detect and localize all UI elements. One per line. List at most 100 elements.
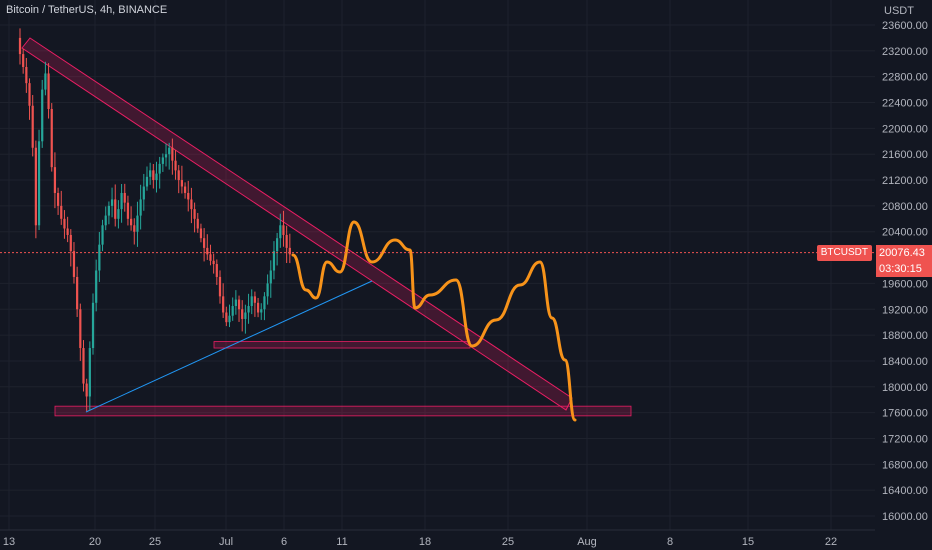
support-zone: [54, 405, 632, 417]
candle-body: [250, 296, 253, 307]
price-tick-label: 16800.00: [882, 459, 928, 471]
candle-body: [253, 296, 257, 303]
support-zone: [213, 341, 471, 349]
candle-body: [107, 205, 110, 216]
candle-body: [76, 276, 79, 310]
candle-body: [199, 228, 203, 239]
time-tick-label: 13: [3, 536, 15, 548]
candle-body: [139, 199, 142, 216]
time-tick-label: 6: [281, 536, 287, 548]
candle-body: [47, 73, 50, 109]
candle-body: [260, 309, 263, 313]
candle-body: [142, 186, 145, 200]
price-tick-label: 23200.00: [882, 46, 928, 58]
candle-body: [187, 192, 190, 200]
candle-body: [82, 348, 85, 384]
price-tick-label: 21600.00: [882, 149, 928, 161]
candle-body: [41, 89, 44, 142]
candle-body: [104, 215, 107, 226]
price-tick-label: 22000.00: [882, 123, 928, 135]
candle-body: [241, 309, 244, 319]
candle-body: [161, 157, 164, 164]
grid-lines: [0, 0, 875, 530]
price-tick-label: 19200.00: [882, 304, 928, 316]
symbol-tag: BTCUSDT: [816, 244, 872, 261]
candle-body: [231, 306, 234, 316]
price-tick-label: 23600.00: [882, 20, 928, 32]
candle-body: [218, 276, 222, 297]
candle-body: [110, 199, 114, 206]
time-tick-label: 8: [667, 536, 673, 548]
candle-body: [225, 312, 228, 323]
candle-body: [285, 234, 288, 248]
time-axis[interactable]: 13 20 25 Jul 6 11 18 25 Aug 8 15 22: [0, 529, 875, 548]
candle-body: [155, 173, 158, 181]
candle-body: [174, 160, 177, 171]
price-tick-label: 19600.00: [882, 278, 928, 290]
candle-body: [25, 66, 28, 84]
chart-title: Bitcoin / TetherUS, 4h, BINANCE: [6, 4, 168, 16]
candle-body: [288, 247, 291, 255]
candle-body: [60, 205, 63, 219]
candle-body: [101, 225, 104, 245]
candle-body: [129, 218, 133, 226]
price-tick-label: 21200.00: [882, 175, 928, 187]
time-tick-label: 11: [336, 536, 347, 548]
candle-body: [247, 306, 250, 313]
candle-body: [272, 251, 276, 271]
candle-body: [222, 296, 225, 313]
price-tick-label: 18800.00: [882, 330, 928, 342]
ascending-trendline: [85, 280, 373, 413]
candle-body: [53, 167, 57, 193]
candle-body: [196, 218, 199, 229]
candle-body: [158, 163, 161, 174]
candle-body: [91, 302, 95, 349]
price-axis[interactable]: USDT 23600.00 23200.00 22800.00 22400.00 2200…: [882, 5, 928, 523]
candle-body: [180, 180, 184, 187]
candle-body: [28, 83, 31, 106]
price-tick-label: 18400.00: [882, 356, 928, 368]
price-tick-label: 16400.00: [882, 485, 928, 497]
time-tick-label: 25: [149, 536, 161, 548]
candle-body: [50, 108, 53, 168]
candle-body: [279, 225, 282, 239]
candle-body: [282, 225, 285, 235]
projection-curve: [291, 220, 577, 422]
candle-body: [256, 302, 260, 313]
candle-body: [123, 192, 126, 203]
candle-body: [212, 260, 215, 265]
candle-body: [171, 147, 174, 161]
price-tick-label: 22400.00: [882, 98, 928, 110]
candle-body: [69, 234, 72, 252]
price-tick-label: 20800.00: [882, 201, 928, 213]
candle-body: [215, 264, 218, 277]
price-tick-label: 18000.00: [882, 382, 928, 394]
candle-body: [31, 105, 34, 148]
price-tick-label: 17600.00: [882, 408, 928, 420]
candle-body: [22, 54, 25, 67]
candle-body: [228, 315, 231, 323]
projection-path: [291, 220, 577, 422]
price-tick-label: 20400.00: [882, 227, 928, 239]
candle-body: [85, 383, 88, 397]
candle-body: [44, 73, 47, 90]
candle-body: [95, 270, 98, 303]
trendline: [85, 280, 373, 413]
price-tick-label: 16000.00: [882, 511, 928, 523]
candlestick-series: [18, 28, 291, 412]
candle-body: [164, 154, 168, 158]
candle-body: [168, 147, 171, 155]
candle-body: [72, 251, 76, 277]
price-tick-label: 17200.00: [882, 433, 928, 445]
candle-body: [79, 309, 82, 349]
candle-body: [114, 199, 117, 219]
support-zones: [54, 341, 632, 417]
candle-body: [98, 244, 101, 271]
candle-body: [263, 296, 266, 310]
time-tick-label: Jul: [219, 536, 233, 548]
candle-body: [203, 238, 206, 248]
time-tick-label: 15: [742, 536, 754, 548]
current-price-tag: 20076.43: [876, 244, 932, 261]
candle-body: [152, 170, 155, 181]
